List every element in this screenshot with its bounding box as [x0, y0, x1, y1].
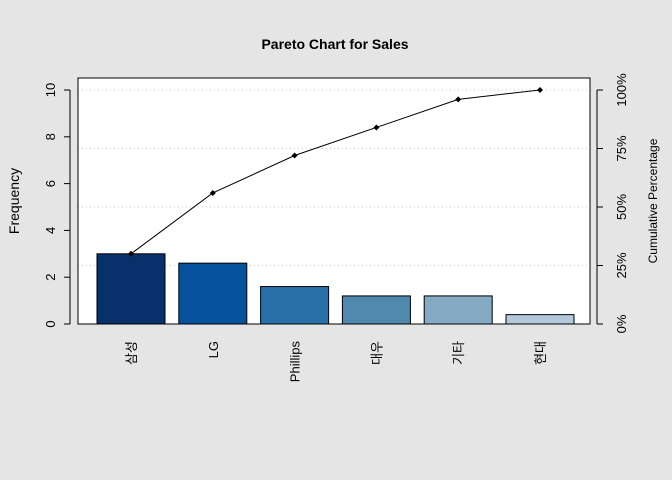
x-axis-labels: 삼성 LG Phillips 대우 기타 현대	[124, 341, 548, 383]
right-axis-tick-label: 100%	[614, 73, 629, 107]
grid-lines	[78, 89, 590, 266]
cumulative-point	[209, 189, 216, 196]
x-axis-tick-label: 현대	[533, 341, 548, 365]
left-axis-tick-label: 4	[43, 227, 58, 234]
right-axis-tick-label: 50%	[614, 194, 629, 220]
x-axis-tick-label: LG	[206, 341, 221, 358]
bar	[341, 295, 411, 325]
left-axis: 0 2 4 6 8 10	[43, 83, 71, 328]
right-axis-tick-label: 75%	[614, 135, 629, 161]
bar	[423, 295, 493, 325]
bar	[178, 262, 248, 325]
cumulative-point	[537, 87, 543, 93]
left-axis-tick-label: 2	[43, 274, 58, 281]
left-axis-tick-label: 8	[43, 133, 58, 140]
x-axis-tick-label: 삼성	[124, 341, 139, 365]
cumulative-line	[128, 87, 543, 257]
y-axis-label: Frequency	[6, 168, 22, 234]
bar	[96, 253, 166, 325]
cumulative-point	[128, 250, 134, 257]
cumulative-point	[373, 124, 380, 131]
bar	[505, 314, 575, 325]
cumulative-point	[291, 152, 298, 159]
left-axis-tick-label: 10	[43, 83, 58, 97]
right-axis-tick-label: 0%	[614, 314, 629, 333]
chart-title: Pareto Chart for Sales	[261, 36, 408, 52]
cumulative-polyline	[130, 89, 541, 255]
x-axis-tick-label: 기타	[451, 341, 466, 365]
right-axis: 0% 25% 50% 75% 100%	[596, 73, 629, 333]
cumulative-point	[455, 96, 462, 103]
plot-border	[77, 77, 591, 325]
x-axis-tick-label: Phillips	[288, 341, 303, 383]
x-axis-tick-label: 대우	[369, 341, 384, 365]
bar	[260, 286, 330, 325]
y-axis-label-right: Cumulative Percentage	[646, 138, 660, 263]
left-axis-tick-label: 0	[43, 320, 58, 327]
left-axis-tick-label: 6	[43, 180, 58, 187]
right-axis-tick-label: 25%	[614, 252, 629, 278]
